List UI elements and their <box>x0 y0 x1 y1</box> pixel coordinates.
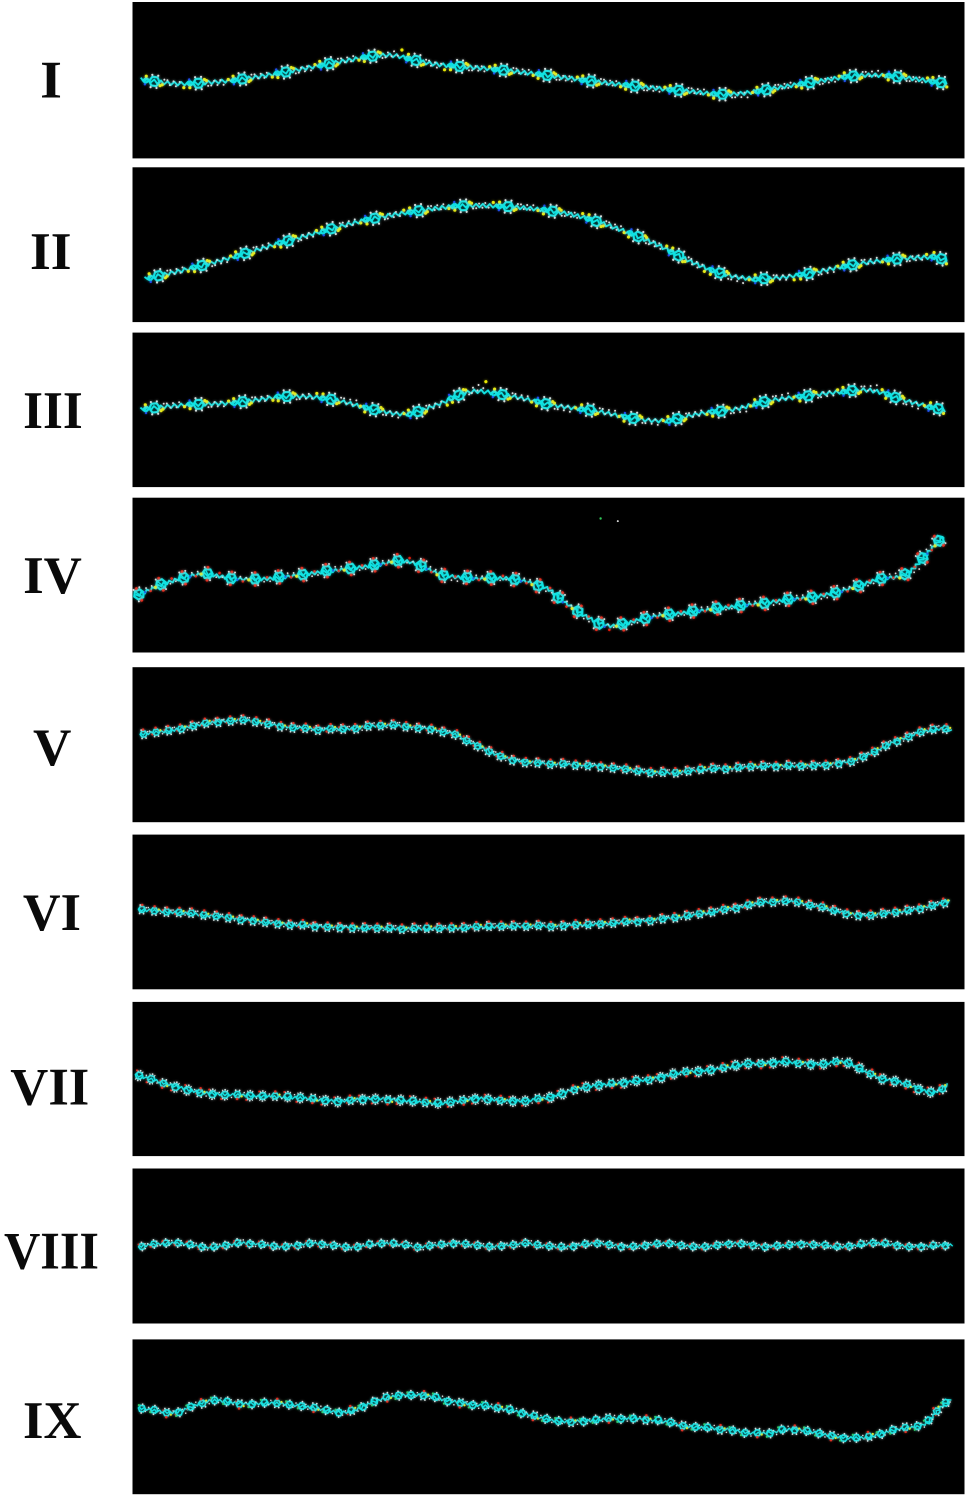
svg-text:III: III <box>23 382 83 440</box>
svg-text:I: I <box>40 52 62 110</box>
svg-text:VII: VII <box>10 1058 89 1116</box>
svg-text:VI: VI <box>23 884 81 942</box>
svg-text:II: II <box>30 223 72 281</box>
svg-text:IX: IX <box>23 1392 81 1450</box>
svg-text:V: V <box>33 719 71 777</box>
svg-text:IV: IV <box>23 547 82 605</box>
svg-text:VIII: VIII <box>4 1223 99 1281</box>
